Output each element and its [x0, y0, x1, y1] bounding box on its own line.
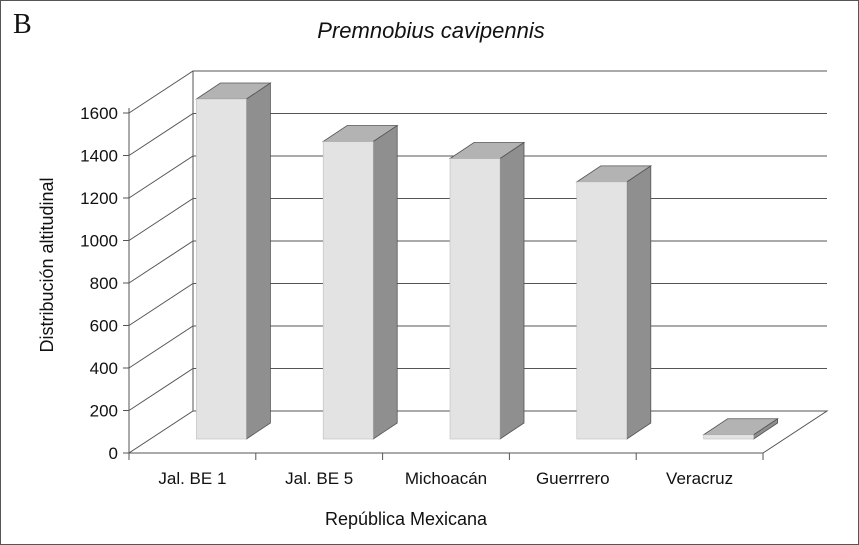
- y-tick-label: 1000: [80, 232, 118, 251]
- bar: [195, 82, 272, 440]
- y-tick-label: 400: [90, 359, 118, 378]
- bar-side: [372, 124, 398, 440]
- bar-front: [196, 98, 247, 440]
- y-tick-label: 600: [90, 317, 118, 336]
- x-tick-label: Michoacán: [405, 469, 487, 488]
- x-tick-label: Veracruz: [666, 469, 733, 488]
- y-tick-label: 1400: [80, 147, 118, 166]
- x-tick-label: Jal. BE 5: [285, 469, 353, 488]
- bar-front: [703, 434, 754, 440]
- bar-front: [576, 181, 628, 440]
- label-layer: 0 200 400 600 800 1000 1200 1400 1600 Jal. BE 1 Ja…: [80, 104, 733, 488]
- bar: [702, 418, 779, 440]
- y-axis-label: Distribución altitudinal: [37, 177, 57, 352]
- bar: [321, 124, 399, 440]
- x-tick-label: Jal. BE 1: [158, 469, 226, 488]
- y-tick-label: 1600: [80, 104, 118, 123]
- x-axis-label: República Mexicana: [325, 509, 488, 529]
- gridline: [128, 70, 827, 114]
- y-tick-label: 800: [90, 274, 118, 293]
- gridline: [128, 155, 827, 199]
- bar-front: [449, 158, 501, 440]
- chart-title: Premnobius cavipennis: [317, 18, 544, 43]
- axis-layer: [123, 108, 764, 460]
- y-tick-label: 200: [90, 402, 118, 421]
- bar-side: [626, 165, 652, 440]
- bar-front: [322, 141, 374, 440]
- bar: [448, 141, 526, 440]
- bar-side: [499, 141, 525, 440]
- gridline: [128, 113, 827, 156]
- panel-label: B: [13, 9, 32, 40]
- y-tick-label: 1200: [80, 189, 118, 208]
- bar-side: [245, 82, 271, 440]
- y-tick-label: 0: [109, 444, 118, 463]
- bar-layer: [195, 82, 779, 440]
- x-tick-label: Guerrrero: [536, 469, 610, 488]
- bar: [575, 165, 653, 440]
